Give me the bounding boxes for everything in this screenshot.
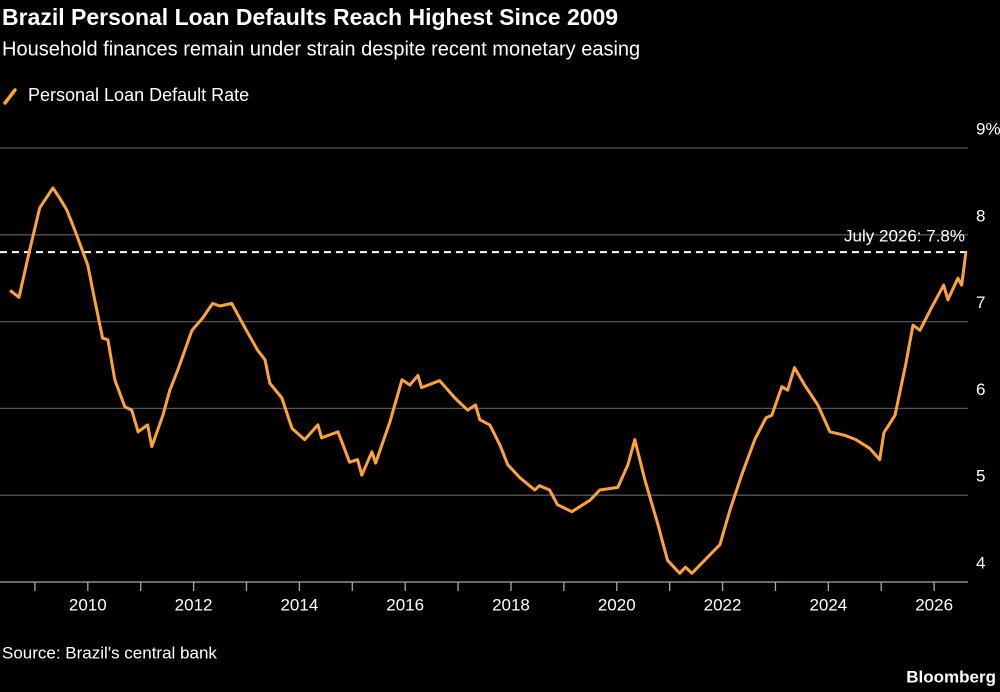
- x-tick-label: 2010: [69, 595, 107, 614]
- x-tick-label: 2026: [915, 595, 953, 614]
- x-tick-label: 2014: [280, 595, 318, 614]
- brand: Bloomberg: [906, 667, 996, 686]
- y-tick-label: 7: [976, 293, 985, 312]
- x-tick-label: 2024: [809, 595, 847, 614]
- source: Source: Brazil's central bank: [2, 643, 217, 662]
- legend-label: Personal Loan Default Rate: [28, 85, 249, 105]
- x-tick-label: 2012: [175, 595, 213, 614]
- y-tick-label: 4: [976, 553, 985, 572]
- x-tick-label: 2020: [598, 595, 636, 614]
- legend-swatch: [3, 88, 17, 105]
- chart-subtitle: Household finances remain under strain d…: [2, 38, 640, 60]
- data-line: [9, 186, 968, 575]
- y-tick-label: 5: [976, 467, 985, 486]
- x-tick-label: 2016: [386, 595, 424, 614]
- y-tick-label: 9%: [976, 119, 1000, 138]
- annotation-label: July 2026: 7.8%: [844, 227, 965, 246]
- chart-title: Brazil Personal Loan Defaults Reach High…: [2, 4, 618, 30]
- y-tick-label: 8: [976, 206, 985, 225]
- y-tick-label: 6: [976, 380, 985, 399]
- x-tick-label: 2022: [704, 595, 742, 614]
- x-tick-label: 2018: [492, 595, 530, 614]
